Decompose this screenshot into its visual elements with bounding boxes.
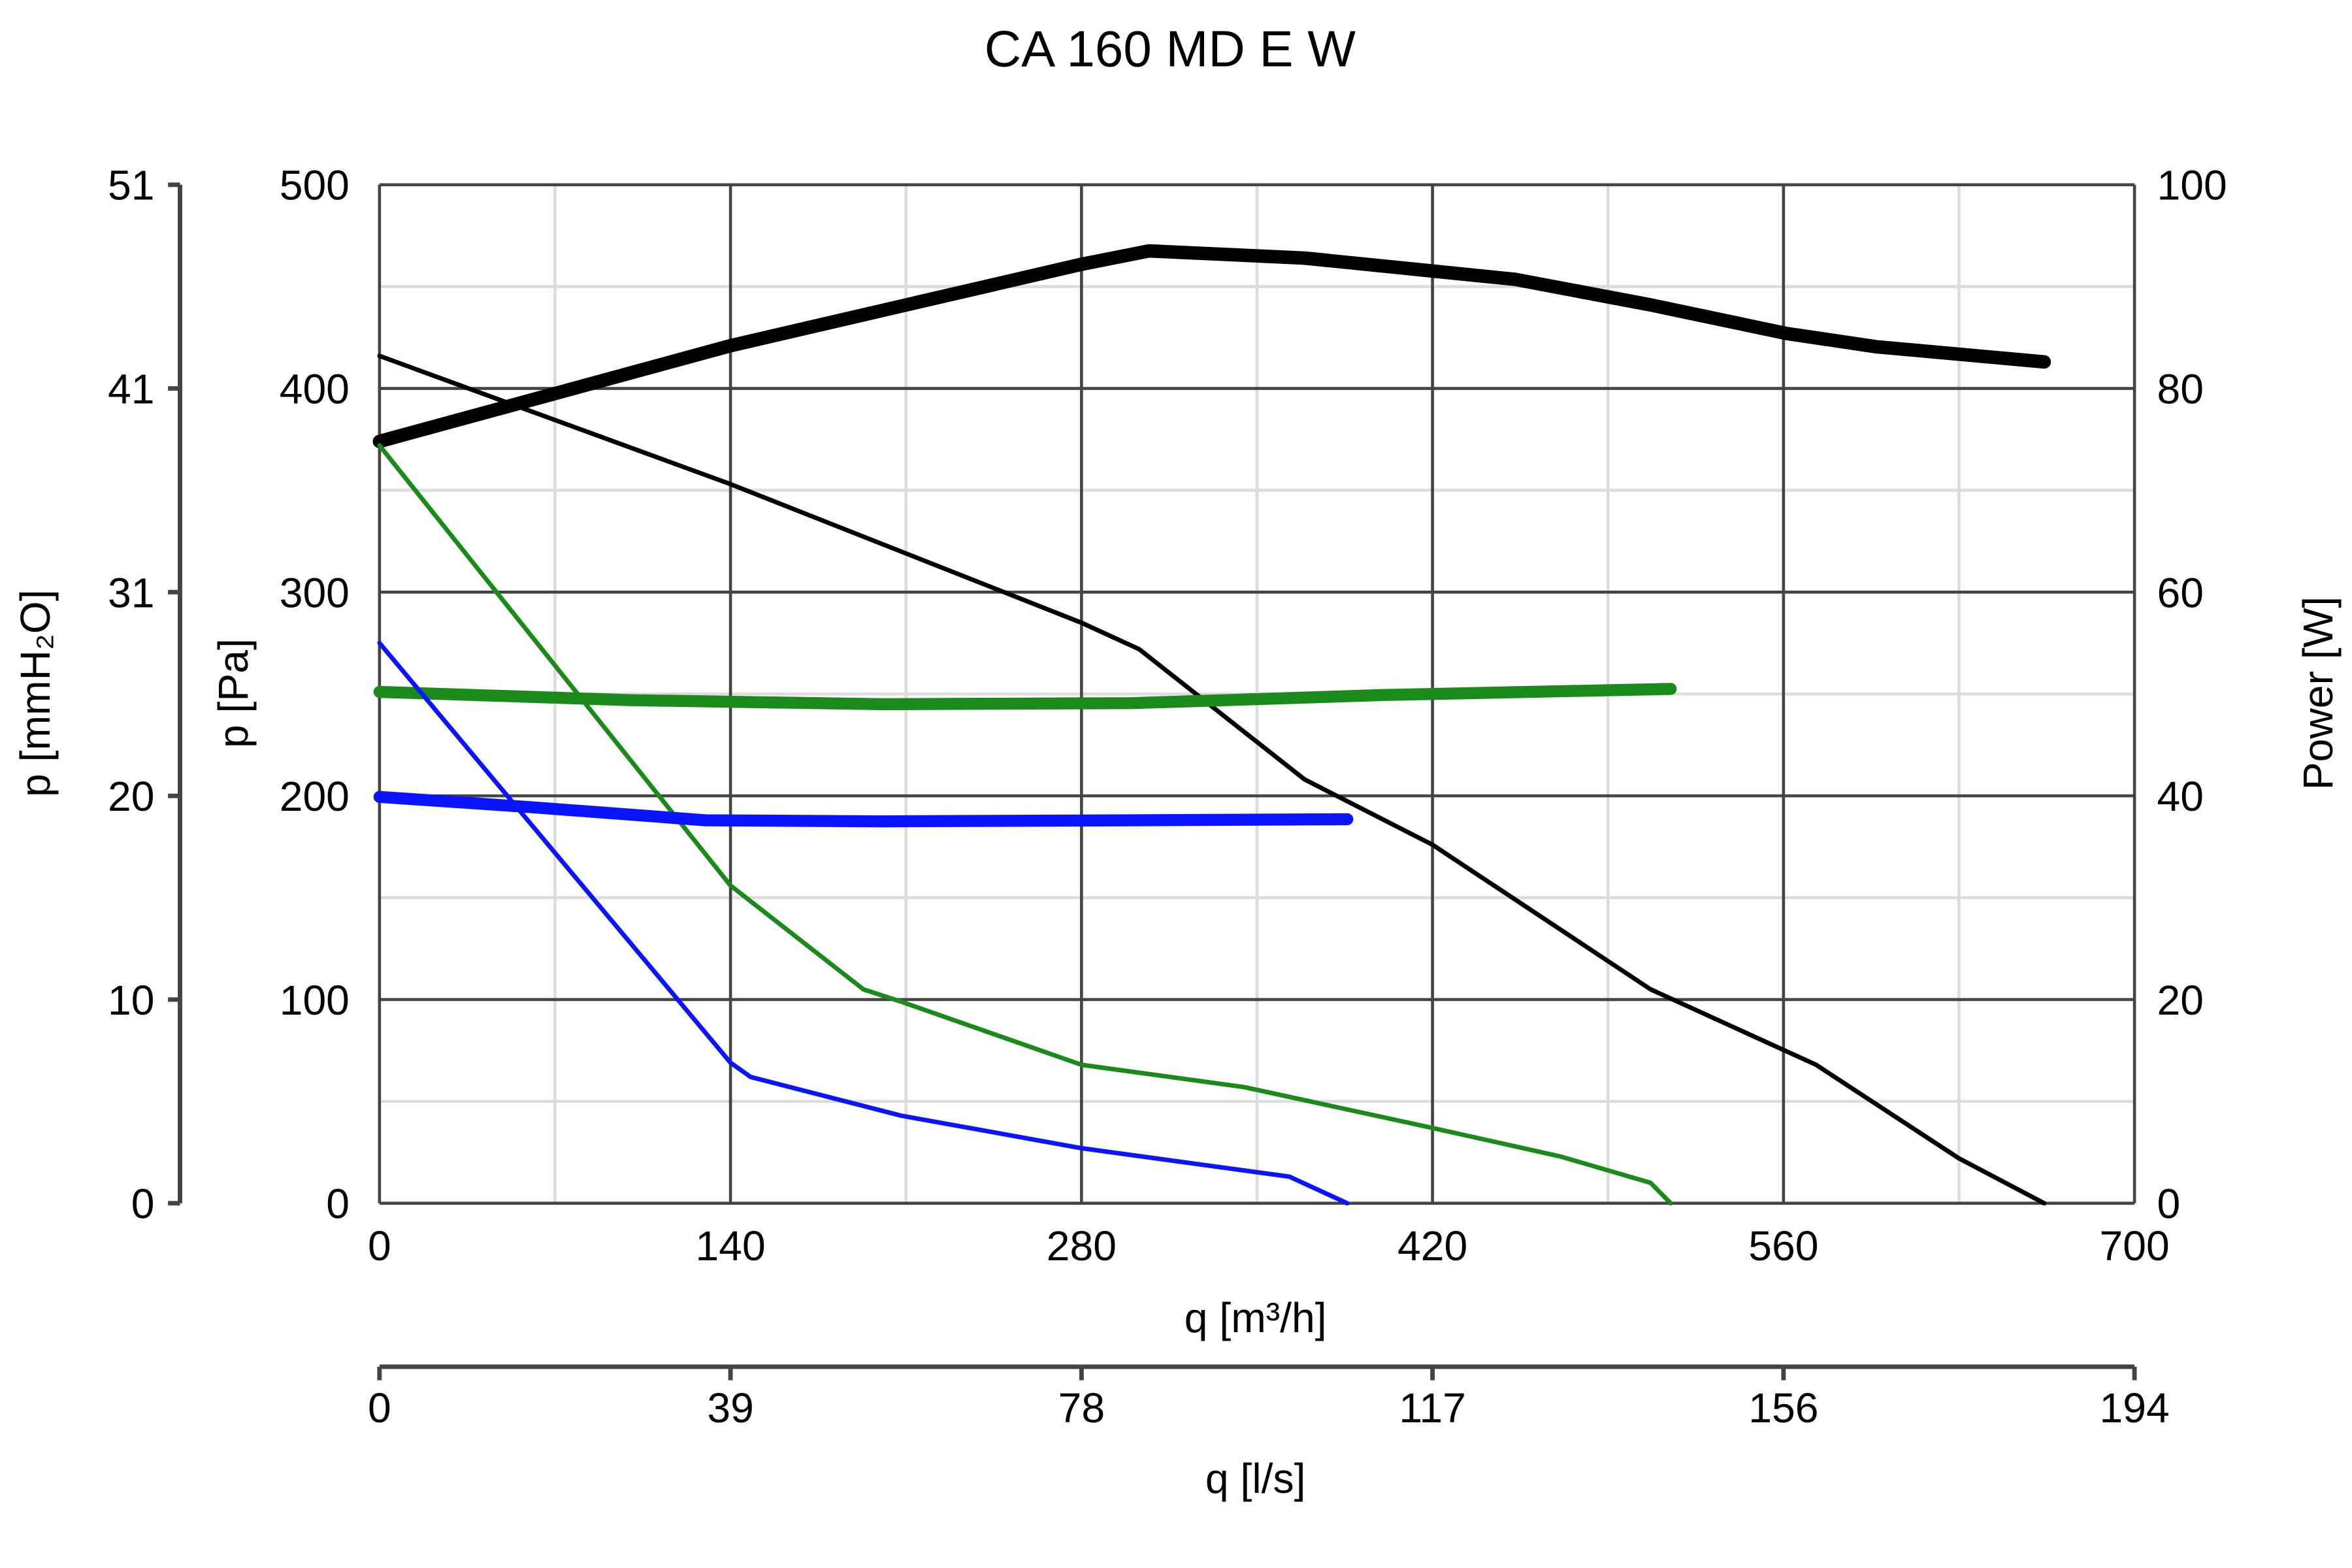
y-tick-label: 200: [280, 773, 350, 820]
x2-tick-label: 39: [707, 1384, 753, 1431]
y-mm-axis-label: p [mmH₂O]: [12, 589, 59, 797]
y-tick-label: 300: [280, 569, 350, 616]
chart-title: CA 160 MD E W: [985, 20, 1356, 77]
x-tick-label: 560: [1748, 1222, 1818, 1269]
series-power-medium: [373, 683, 1677, 711]
y2-tick-label: 40: [2157, 773, 2204, 820]
y-tick-label: 400: [280, 366, 350, 413]
series-power-low: [373, 791, 1354, 828]
x2-tick-label: 194: [2099, 1384, 2169, 1431]
y2-tick-label: 60: [2157, 569, 2204, 616]
y-tick-label: 0: [326, 1181, 350, 1228]
x2-axis-label: q [l/s]: [1205, 1455, 1306, 1502]
series-group: [372, 244, 2051, 1206]
x2-tick-label: 117: [1399, 1384, 1465, 1431]
series-pressure-high: [377, 353, 2047, 1206]
series-pressure-low: [377, 640, 1350, 1206]
y2-tick-label: 20: [2157, 977, 2204, 1024]
x-tick-label: 700: [2099, 1222, 2169, 1269]
y-axis-label: p [Pa]: [210, 638, 257, 748]
x-tick-label: 140: [695, 1222, 765, 1269]
y-tick-label: 100: [280, 977, 350, 1024]
x2-tick-label: 78: [1058, 1384, 1105, 1431]
y2-tick-label: 0: [2157, 1181, 2181, 1228]
series-pressure-medium: [377, 443, 1673, 1206]
x2-tick-label: 156: [1748, 1384, 1818, 1431]
y-tick-label: 500: [280, 162, 350, 209]
y-mm-tick-label: 0: [131, 1181, 155, 1228]
y2-tick-label: 100: [2157, 162, 2227, 209]
x-tick-label: 420: [1397, 1222, 1467, 1269]
series-power-high: [372, 244, 2051, 448]
y2-tick-label: 80: [2157, 366, 2204, 413]
y-mm-tick-label: 20: [108, 773, 154, 820]
y-mm-tick-label: 31: [108, 569, 154, 616]
x-tick-label: 280: [1047, 1222, 1117, 1269]
y-mm-tick-label: 51: [108, 162, 154, 209]
x-tick-label: 0: [368, 1222, 391, 1269]
x2-tick-label: 0: [368, 1384, 391, 1431]
y-mm-tick-label: 10: [108, 977, 154, 1024]
y-mm-tick-label: 41: [108, 366, 154, 413]
x-axis-label: q [m³/h]: [1184, 1294, 1327, 1341]
y2-axis-label: Power [W]: [2295, 596, 2342, 790]
